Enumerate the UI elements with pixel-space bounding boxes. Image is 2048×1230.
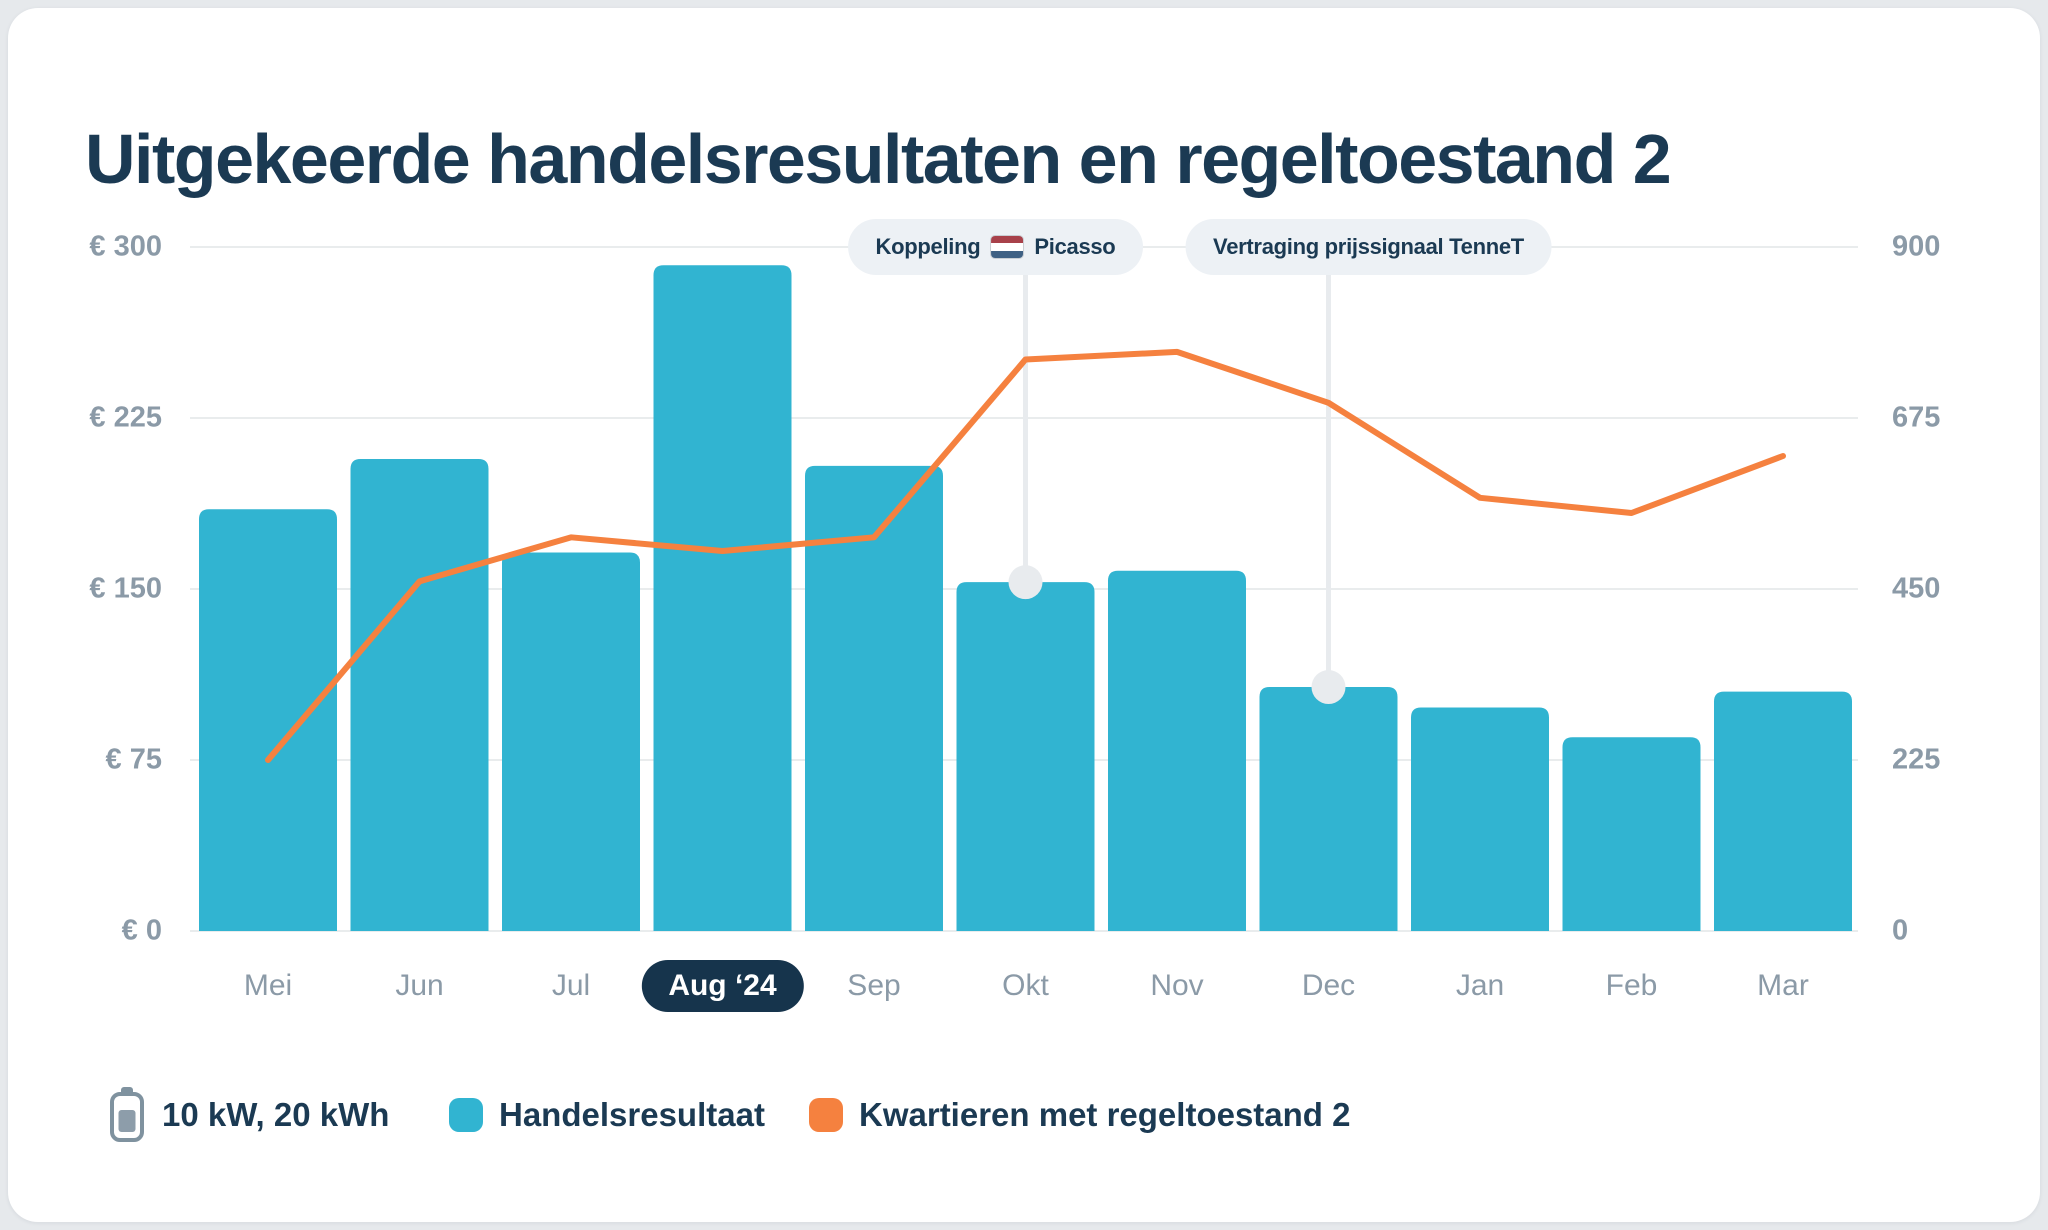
x-axis-label-jan[interactable]: Jan <box>1455 969 1505 1002</box>
annotation-text-suffix: Picasso <box>1034 234 1116 259</box>
bar-okt[interactable] <box>956 582 1095 931</box>
legend-item-handelsresultaat[interactable]: Handelsresultaat <box>449 1085 765 1145</box>
bar-jan[interactable] <box>1411 707 1549 931</box>
bar-dec[interactable] <box>1259 687 1398 931</box>
bar-jul[interactable] <box>502 552 640 931</box>
bar-aug-24[interactable] <box>653 265 792 931</box>
bar-jun[interactable] <box>350 459 489 931</box>
left-axis-tick: € 300 <box>89 230 162 263</box>
annotation-marker-dot[interactable] <box>1008 565 1043 600</box>
x-axis-label-mar[interactable]: Mar <box>1757 969 1809 1002</box>
legend-label-regeltoestand: Kwartieren met regeltoestand 2 <box>859 1096 1351 1133</box>
legend-label-handelsresultaat: Handelsresultaat <box>499 1096 765 1133</box>
annotation-marker-dot[interactable] <box>1311 670 1346 705</box>
page-title: Uitgekeerde handelsresultaten en regelto… <box>85 119 1672 198</box>
right-axis-tick: 675 <box>1892 401 1941 434</box>
right-axis-tick: 450 <box>1892 572 1941 605</box>
legend-label-battery: 10 kW, 20 kWh <box>162 1096 390 1133</box>
netherlands-flag-icon <box>990 235 1025 259</box>
legend-item-battery: 10 kW, 20 kWh <box>108 1085 389 1145</box>
bar-feb[interactable] <box>1562 737 1701 931</box>
annotation-pill-vertraging-tennet[interactable]: Vertraging prijssignaal TenneT <box>1185 219 1552 275</box>
right-axis-tick: 900 <box>1892 230 1941 263</box>
bar-mei[interactable] <box>199 509 337 931</box>
x-axis-label-mei[interactable]: Mei <box>243 969 293 1002</box>
annotation-pill-koppeling-picasso[interactable]: Koppeling Picasso <box>847 219 1144 275</box>
bar-mar[interactable] <box>1714 691 1852 931</box>
battery-icon <box>110 1087 144 1142</box>
x-axis-label-jul[interactable]: Jul <box>551 969 591 1002</box>
x-axis-label-aug-24[interactable]: Aug ‘24 <box>641 960 804 1012</box>
left-axis-tick: € 225 <box>89 401 162 434</box>
right-axis-tick: 0 <box>1892 914 1909 947</box>
x-axis-label-feb[interactable]: Feb <box>1605 969 1658 1002</box>
legend-item-regeltoestand[interactable]: Kwartieren met regeltoestand 2 <box>809 1085 1351 1145</box>
left-axis-tick: € 0 <box>121 914 162 947</box>
bar-sep[interactable] <box>805 465 943 931</box>
line-series-regeltoestand <box>265 348 1786 763</box>
line-series-swatch <box>809 1098 843 1132</box>
annotation-text-prefix: Koppeling <box>875 234 981 259</box>
left-axis-tick: € 75 <box>105 743 162 776</box>
x-axis-label-nov[interactable]: Nov <box>1150 969 1204 1002</box>
x-axis-label-jun[interactable]: Jun <box>395 969 444 1002</box>
right-axis-tick: 225 <box>1892 743 1941 776</box>
x-axis-label-sep[interactable]: Sep <box>847 969 901 1002</box>
bar-series-swatch <box>449 1098 483 1132</box>
x-axis-label-okt[interactable]: Okt <box>1002 969 1049 1002</box>
left-axis-tick: € 150 <box>89 572 162 605</box>
annotation-text: Vertraging prijssignaal TenneT <box>1213 234 1524 259</box>
bar-nov[interactable] <box>1108 570 1246 931</box>
x-axis-label-dec[interactable]: Dec <box>1301 969 1356 1002</box>
